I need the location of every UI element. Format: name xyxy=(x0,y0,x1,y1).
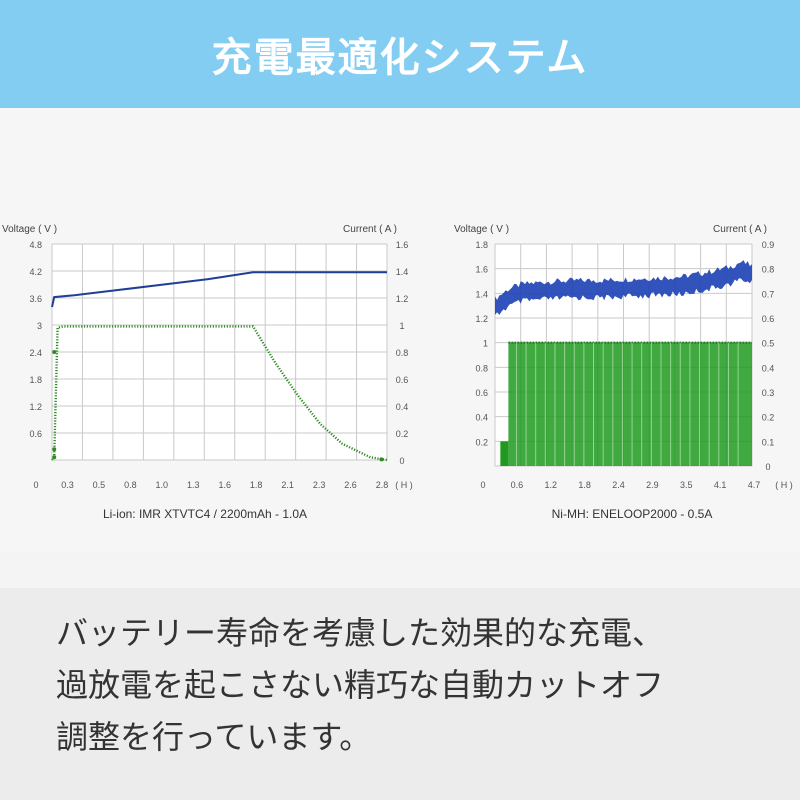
chart-0-x-tick: 2.1 xyxy=(281,480,294,490)
chart-1-y-right-tick: 0.3 xyxy=(762,388,775,398)
chart-0-y-left-tick: 1.8 xyxy=(29,375,42,385)
caption-line-3: 調整を行っています。 xyxy=(56,718,372,756)
voltage-series-band xyxy=(495,260,752,315)
chart-0-x-tick: 1.6 xyxy=(218,480,231,490)
chart-0-y-left-tick: 0.6 xyxy=(29,429,42,439)
chart-1-x-unit: ( H ) xyxy=(775,480,793,490)
chart-0-ylabel-left: Voltage ( V ) xyxy=(2,224,57,235)
chart-0-y-right-tick: 1 xyxy=(399,321,404,331)
chart-0-x-tick: 2.3 xyxy=(313,480,326,490)
chart-1-y-left-tick: 1.4 xyxy=(475,289,488,299)
chart-0-x-tick: 0.5 xyxy=(93,480,106,490)
chart-0-x-tick: 1.8 xyxy=(250,480,263,490)
current-series-point xyxy=(52,350,57,354)
caption-line-1: バッテリー寿命を考慮した効果的な充電、 xyxy=(56,614,665,652)
chart-1-y-left-tick: 0.2 xyxy=(475,437,488,447)
chart-0-x-tick: 0 xyxy=(33,480,38,490)
charts-svg: Voltage ( V ) Current ( A ) 4.8 4.2 3.6 3 2.4 1… xyxy=(2,224,793,634)
chart-0-y-right-tick: 1.2 xyxy=(396,294,409,304)
caption-line-2: 過放電を起こさない精巧な自動カットオフ xyxy=(56,666,665,704)
chart-1-title: Ni-MH: ENELOOP2000 - 0.5A xyxy=(552,507,713,521)
chart-0-y-left-tick: 2.4 xyxy=(29,348,42,358)
chart-1-y-right-tick: 0.6 xyxy=(762,314,775,324)
chart-1-x-tick: 0 xyxy=(480,480,485,490)
chart-1-x-tick: 2.4 xyxy=(612,480,625,490)
current-series-line xyxy=(51,325,388,462)
chart-0-y-right-tick: 1.4 xyxy=(396,267,409,277)
chart-1-y-right-tick: 0.2 xyxy=(762,413,775,423)
chart-1-y-left-tick: 1.8 xyxy=(475,240,488,250)
current-series-ramp xyxy=(500,441,509,466)
chart-0-y-left-tick: 3.6 xyxy=(29,294,42,304)
chart-1-ylabel-left: Voltage ( V ) xyxy=(454,224,509,235)
chart-0-x-tick: 2.6 xyxy=(344,480,357,490)
chart-0-y-left-tick: 4.8 xyxy=(29,240,42,250)
chart-0-y-right-tick: 0.6 xyxy=(396,375,409,385)
chart-0-title: Li-ion: IMR XTVTC4 / 2200mAh - 1.0A xyxy=(103,507,307,521)
chart-0-y-right-tick: 0.4 xyxy=(396,402,409,412)
current-series-point xyxy=(379,457,384,462)
chart-0-x-tick: 1.0 xyxy=(156,480,169,490)
chart-0-x-tick: 2.8 xyxy=(376,480,389,490)
caption-panel: バッテリー寿命を考慮した効果的な充電、 過放電を起こさない精巧な自動カットオフ … xyxy=(0,588,800,800)
page-title: 充電最適化システム xyxy=(211,35,589,81)
chart-0-y-left-tick: 4.2 xyxy=(29,267,42,277)
chart-0-y-left-tick: 3 xyxy=(37,321,42,331)
current-series-point xyxy=(52,455,57,460)
chart-1-y-left-tick: 1.2 xyxy=(475,314,488,324)
chart-1-x-tick: 4.1 xyxy=(714,480,727,490)
chart-1-y-left-tick: 0.8 xyxy=(475,363,488,373)
chart-1-y-right-tick: 0.8 xyxy=(762,265,775,275)
chart-0-x-tick: 1.3 xyxy=(187,480,200,490)
chart-1-y-right-tick: 0.5 xyxy=(762,339,775,349)
chart-1-x-tick: 4.7 xyxy=(748,480,761,490)
chart-0-x-unit: ( H ) xyxy=(395,480,413,490)
chart-1-x-tick: 3.5 xyxy=(680,480,693,490)
chart-1-y-left-tick: 1.6 xyxy=(475,265,488,275)
chart-0-y-right-tick: 0.8 xyxy=(396,348,409,358)
chart-1-x-tick: 2.9 xyxy=(646,480,659,490)
chart-0-y-right-tick: 0 xyxy=(399,456,404,466)
chart-1-y-left-tick: 0.4 xyxy=(475,413,488,423)
chart-1-x-tick: 1.2 xyxy=(544,480,557,490)
current-series-fill xyxy=(508,342,752,466)
chart-1-y-right-tick: 0.4 xyxy=(762,363,775,373)
current-series-point xyxy=(52,447,57,452)
chart-1-y-left-tick: 0.6 xyxy=(475,388,488,398)
voltage-series-line xyxy=(51,271,387,308)
chart-1-y-right-tick: 0.7 xyxy=(762,289,775,299)
title-banner: 充電最適化システム xyxy=(0,0,800,108)
chart-1-y-left-tick: 1 xyxy=(483,339,488,349)
chart-1-x-tick: 0.6 xyxy=(511,480,524,490)
chart-1-y-right-tick: 0.9 xyxy=(762,240,775,250)
chart-1-ylabel-right: Current ( A ) xyxy=(713,224,767,235)
chart-0-y-right-tick: 1.6 xyxy=(396,240,409,250)
chart-0-y-left-tick: 1.2 xyxy=(29,402,42,412)
chart-1-y-right-tick: 0.1 xyxy=(762,437,775,447)
chart-1-x-tick: 1.8 xyxy=(578,480,591,490)
chart-1-y-right-tick: 0 xyxy=(765,462,770,472)
chart-0-x-tick: 0.3 xyxy=(61,480,74,490)
chart-0-x-tick: 0.8 xyxy=(124,480,137,490)
chart-0-y-right-tick: 0.2 xyxy=(396,429,409,439)
charts-panel: Voltage ( V ) Current ( A ) 4.8 4.2 3.6 3 2.4 1… xyxy=(0,108,800,634)
chart-0-ylabel-right: Current ( A ) xyxy=(343,224,397,235)
